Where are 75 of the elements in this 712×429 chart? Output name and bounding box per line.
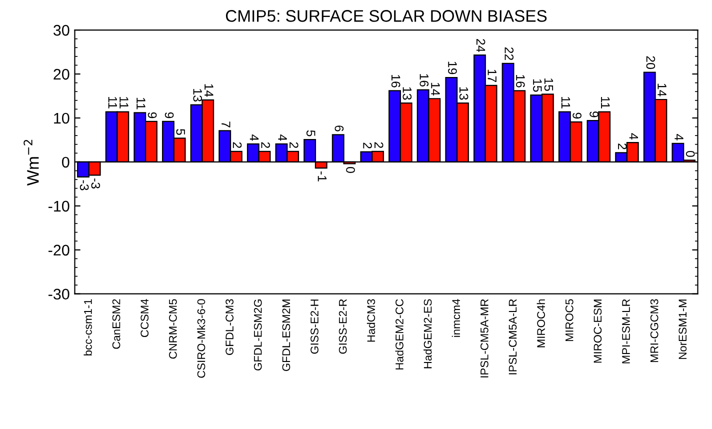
x-tick-label: CNRM-CM5 [168,299,177,359]
x-tick-label: bcc-csm1-1 [84,299,92,356]
data-label: 9 [148,112,157,118]
data-label: 16 [391,74,400,88]
data-label: 11 [561,97,570,108]
y-tick-label: -30 [48,288,70,300]
data-label: 9 [164,112,174,118]
y-tick-label: -10 [48,200,70,212]
x-tick-label: GFDL-CM3 [226,299,234,355]
data-label: -3 [80,180,89,190]
y-tick-label: 20 [54,68,70,80]
data-label: 13 [402,87,412,100]
x-tick-label: IPSL-CM5A-LR [508,299,517,374]
data-label: 0 [686,150,695,157]
data-label: 16 [420,74,429,87]
data-label: 9 [590,111,598,118]
x-tick-label: GISS-E2-H [310,300,318,354]
y-tick-label: 0 [62,156,70,168]
x-tick-label: MIROC5 [565,299,574,342]
data-label: -1 [318,171,326,182]
data-label: 13 [193,89,202,102]
chart-title: CMIP5: SURFACE SOLAR DOWN BIASES [226,10,547,22]
data-label: 2 [232,142,242,148]
data-label: 17 [488,70,496,82]
data-label: 5 [306,130,316,136]
data-label: 24 [476,39,486,52]
data-label: 4 [278,134,287,141]
data-label: 22 [504,47,514,60]
data-label: 20 [646,56,656,69]
data-label: 11 [136,98,146,110]
data-label: 11 [601,97,610,108]
x-tick-label: inmcm4 [452,299,460,337]
data-label: 4 [250,134,259,141]
data-label: 11 [120,97,128,108]
x-tick-label: IPSL-CM5A-MR [480,299,488,378]
data-label: 2 [290,142,298,148]
x-tick-label: CanESM2 [112,299,120,349]
data-label: 9 [572,112,582,119]
y-tick-label: 10 [54,112,70,124]
x-tick-label: HadGEM2-ES [424,299,432,368]
data-label: 0 [346,166,355,173]
data-label: 4 [674,134,684,140]
x-tick-label: HadCM3 [366,299,376,342]
data-label: 7 [222,122,230,128]
data-label: 11 [108,97,117,108]
x-tick-label: MPI-ESM-LR [622,299,630,364]
data-label: -3 [91,178,100,188]
x-tick-label: CSIRO-Mk3-6-0 [197,299,206,378]
x-tick-label: GFDL-ESM2M [282,300,290,372]
x-tick-label: NorESM1-M [678,300,687,359]
x-tick-label: GFDL-ESM2G [254,300,262,370]
x-tick-label: HadGEM2-CC [395,299,404,370]
y-tick-label: 30 [53,24,70,36]
data-label: 13 [459,87,468,100]
data-label: 15 [544,78,554,91]
x-tick-label: MIROC-ESM [594,300,602,363]
x-tick-label: MIROC4h [536,299,545,348]
data-label: 2 [374,142,384,148]
data-label: 2 [261,142,270,148]
data-label: 14 [204,84,214,97]
y-tick-label: -20 [48,244,70,256]
data-label: 2 [363,142,372,148]
x-tick-label: CCSM4 [140,299,149,338]
x-tick-label: MRI-CGCM3 [650,299,658,362]
data-label: 5 [176,128,185,135]
data-label: 14 [431,82,440,96]
data-label: 16 [516,74,525,88]
y-axis-title: Wm$^{−2}$ [24,140,39,186]
data-label: 15 [532,79,542,92]
data-label: 2 [618,144,627,150]
data-label: 14 [658,84,666,96]
data-label: 6 [334,126,344,132]
data-label: 19 [448,62,457,74]
x-tick-label: GISS-E2-R [338,299,347,354]
data-label: 4 [629,133,638,140]
